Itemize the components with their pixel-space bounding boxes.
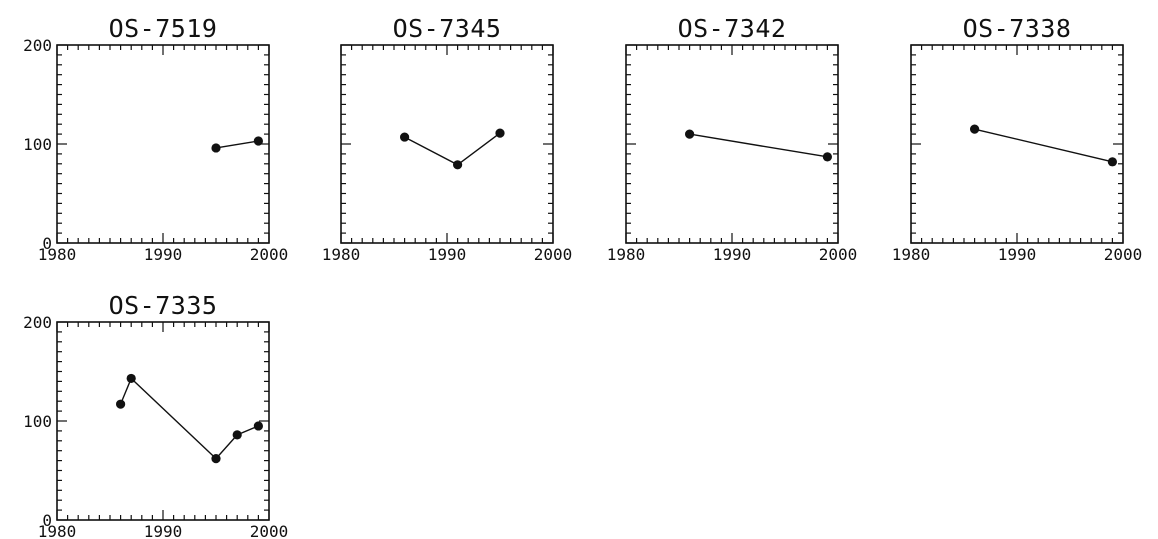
y-tick-label: 0 xyxy=(42,511,52,530)
x-tick-label: 1980 xyxy=(38,522,77,539)
series-line xyxy=(119,377,259,460)
data-point xyxy=(116,399,126,409)
panel-title: OS-7335 xyxy=(109,291,218,320)
x-tick-label: 2000 xyxy=(819,245,858,264)
x-tick-label: 1990 xyxy=(144,522,183,539)
x-tick-label: 1990 xyxy=(428,245,467,264)
panel-0: OS-7519 1980 1990 2000 0 100 200 xyxy=(23,14,288,264)
data-point xyxy=(685,129,695,139)
data-point xyxy=(400,132,410,142)
y-tick-label: 100 xyxy=(23,135,52,154)
data-point xyxy=(495,128,505,138)
panel-title: OS-7345 xyxy=(393,14,502,43)
panel-1: OS-7345 1980 1990 2000 xyxy=(322,14,573,264)
x-tick-label: 1980 xyxy=(38,245,77,264)
data-point xyxy=(232,430,242,440)
y-tick-label: 200 xyxy=(23,36,52,55)
x-tick-label: 2000 xyxy=(250,522,289,539)
data-point xyxy=(211,143,221,153)
plot-frame xyxy=(56,321,270,521)
plot-frame xyxy=(340,44,554,244)
y-tick-label: 100 xyxy=(23,412,52,431)
data-point xyxy=(253,136,263,146)
x-tick-label: 2000 xyxy=(534,245,573,264)
data-point xyxy=(970,124,980,134)
data-point xyxy=(822,152,833,162)
series-line xyxy=(404,132,501,166)
data-point xyxy=(253,421,263,431)
y-tick-label: 200 xyxy=(23,313,52,332)
panel-title: OS-7338 xyxy=(963,14,1072,43)
x-tick-label: 2000 xyxy=(1104,245,1143,264)
data-point xyxy=(211,454,221,464)
panel-4: OS-7335 1980 1990 2000 0 100 200 xyxy=(23,291,288,539)
x-tick-label: 2000 xyxy=(250,245,289,264)
x-tick-label: 1990 xyxy=(713,245,752,264)
x-tick-label: 1990 xyxy=(998,245,1037,264)
panel-title: OS-7519 xyxy=(109,14,218,43)
panel-2: OS-7342 1980 1990 2000 xyxy=(607,14,858,264)
series-line xyxy=(974,128,1113,163)
data-point xyxy=(1107,157,1117,167)
series-line xyxy=(215,140,259,149)
data-point xyxy=(126,373,136,384)
plot-frame xyxy=(625,44,839,244)
x-tick-label: 1980 xyxy=(322,245,361,264)
x-tick-label: 1980 xyxy=(892,245,931,264)
x-tick-label: 1980 xyxy=(607,245,646,264)
y-tick-label: 0 xyxy=(42,234,52,253)
series-line xyxy=(689,133,828,158)
data-point xyxy=(453,160,463,170)
x-tick-label: 1990 xyxy=(144,245,183,264)
plot-frame xyxy=(910,44,1124,244)
panel-title: OS-7342 xyxy=(678,14,787,43)
panel-3: OS-7338 1980 1990 2000 xyxy=(892,14,1143,264)
